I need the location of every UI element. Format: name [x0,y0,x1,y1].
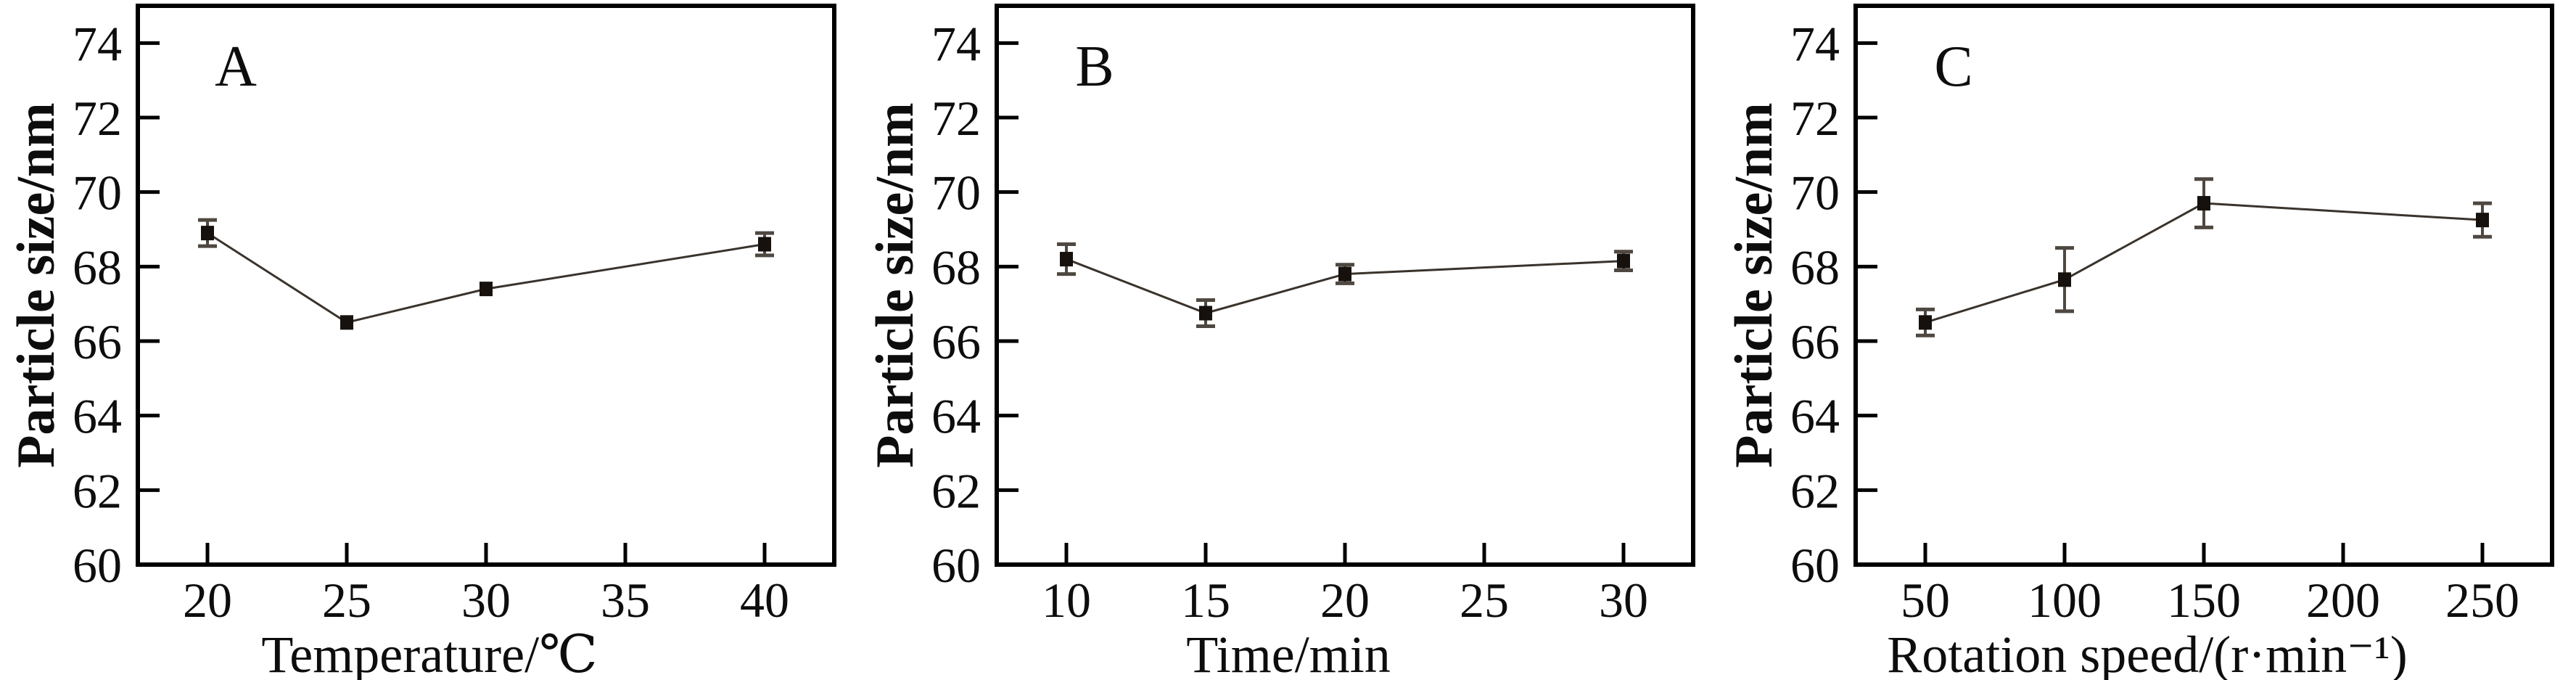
y-tick-label: 70 [1790,165,1840,221]
panel-b: 10 15 20 25 30 60 62 64 66 68 70 72 74 B Time/min Pa… [859,0,1718,680]
x-tick-label: 35 [601,573,650,628]
chart-b: 10 15 20 25 30 60 62 64 66 68 70 72 74 [931,4,1695,628]
panel-c: 50 100 150 200 250 60 62 64 66 68 70 72 74 C Rotatio… [1718,0,2576,680]
chart-a: 20 25 30 35 40 60 62 64 66 68 70 72 74 [73,4,836,628]
data-markers [201,226,771,330]
x-tick-label: 20 [183,573,232,628]
x-tick-label: 30 [1599,573,1648,628]
x-tick-label: 100 [2028,573,2102,628]
panel-b-x-axis-title: Time/min [1186,626,1391,680]
error-bars [198,218,774,258]
x-axis-ticks: 50 100 150 200 250 [1901,543,2519,628]
y-tick-label: 72 [73,91,122,146]
y-tick-label: 66 [931,314,981,369]
data-point-marker [340,315,353,330]
y-tick-label: 64 [73,389,122,444]
x-tick-label: 200 [2306,573,2380,628]
data-point-marker [1060,252,1073,267]
panel-a-letter: A [215,35,257,99]
x-tick-label: 250 [2445,573,2519,628]
data-point-marker [1338,266,1351,282]
data-point-marker [480,282,493,297]
panel-a-y-axis-title: Particle size/nm [7,102,66,468]
x-tick-label: 25 [1460,573,1509,628]
data-point-marker [201,226,214,241]
y-tick-label: 70 [931,165,981,221]
x-axis-ticks: 20 25 30 35 40 [183,543,789,628]
y-tick-label: 62 [931,463,981,518]
y-tick-label: 72 [1790,91,1840,146]
panel-b-y-axis-title: Particle size/nm [865,102,925,468]
y-tick-label: 74 [73,16,122,71]
y-tick-label: 74 [931,16,981,71]
x-tick-label: 25 [322,573,371,628]
plot-box [1853,4,2554,567]
y-tick-label: 68 [73,239,122,295]
x-axis-ticks: 10 15 20 25 30 [1042,543,1648,628]
plot-box [995,4,1695,567]
data-point-marker [1919,315,1932,330]
x-tick-label: 20 [1320,573,1370,628]
data-point-marker [1617,253,1630,269]
data-point-marker [758,237,771,252]
x-tick-label: 30 [461,573,511,628]
y-tick-label: 62 [73,463,122,518]
y-tick-label: 60 [1790,538,1840,593]
y-tick-label: 64 [931,389,981,444]
data-markers [1060,252,1630,321]
data-point-marker [2058,272,2071,287]
y-tick-label: 66 [73,314,122,369]
y-tick-label: 60 [73,538,122,593]
panel-c-y-axis-title: Particle size/nm [1724,102,1784,468]
data-line [207,232,765,324]
x-tick-label: 40 [740,573,789,628]
panel-c-letter: C [1934,35,1973,99]
x-tick-label: 15 [1181,573,1230,628]
y-tick-label: 68 [931,239,981,295]
x-tick-label: 50 [1901,573,1950,628]
data-line [1066,258,1624,315]
x-tick-label: 150 [2167,573,2241,628]
y-tick-label: 74 [1790,16,1840,71]
y-tick-label: 60 [931,538,981,593]
y-axis-ticks: 60 62 64 66 68 70 72 74 [73,16,160,593]
data-point-marker [2476,213,2489,228]
data-markers [1919,196,2489,330]
y-tick-label: 70 [73,165,122,221]
y-tick-label: 66 [1790,314,1840,369]
x-tick-label: 10 [1042,573,1091,628]
chart-c: 50 100 150 200 250 60 62 64 66 68 70 72 74 [1790,4,2554,628]
panel-c-x-axis-title: Rotation speed/(r·min⁻¹) [1887,626,2408,680]
y-tick-label: 62 [1790,463,1840,518]
y-tick-label: 68 [1790,239,1840,295]
y-tick-label: 72 [931,91,981,146]
data-point-marker [2197,196,2210,211]
y-axis-ticks: 60 62 64 66 68 70 72 74 [931,16,1019,593]
panel-a: 20 25 30 35 40 60 62 64 66 68 70 72 74 A Temperature… [0,0,859,680]
panel-b-letter: B [1075,35,1114,99]
data-point-marker [1199,306,1212,321]
y-axis-ticks: 60 62 64 66 68 70 72 74 [1790,16,1877,593]
y-tick-label: 64 [1790,389,1840,444]
data-line [1925,202,2483,324]
panel-a-x-axis-title: Temperature/℃ [261,626,598,680]
